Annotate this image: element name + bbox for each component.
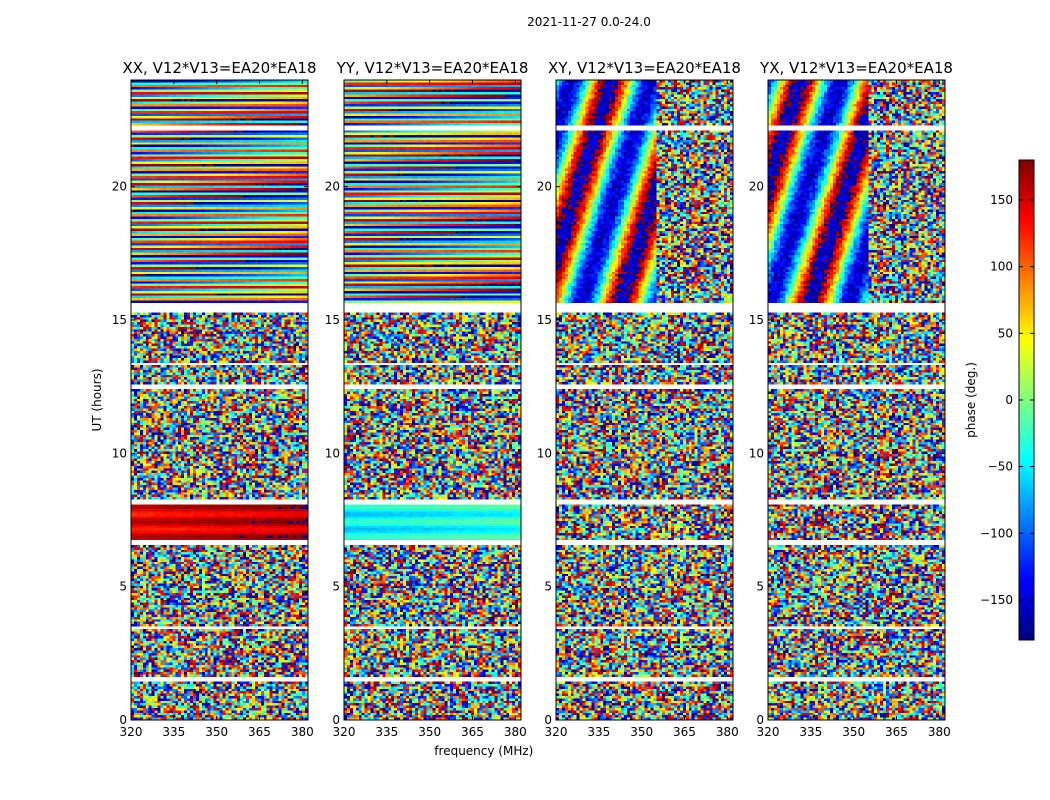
x-axis-label: frequency (MHz) [434, 744, 533, 758]
x-tick-label: 320 [545, 725, 568, 739]
panel-frame [767, 79, 946, 721]
y-tick-label: 5 [332, 580, 340, 594]
heatmap-cells [344, 80, 521, 720]
x-tick-label: 365 [461, 725, 484, 739]
heatmap-cells [556, 80, 733, 720]
panel-frame [130, 79, 309, 721]
heatmap-cells [768, 80, 945, 720]
y-tick-label: 5 [119, 580, 127, 594]
y-tick-label: 0 [544, 713, 552, 727]
colorbar-tick-label: 150 [990, 193, 1013, 207]
panel-title: YY, V12*V13=EA20*EA18 [336, 59, 529, 77]
y-tick-label: 20 [537, 180, 552, 194]
x-tick-label: 365 [673, 725, 696, 739]
y-tick-label: 15 [325, 313, 340, 327]
panel-3: XY, V12*V13=EA20*EA18 320 335 350 365 380 0 5 10… [537, 59, 741, 739]
panel-title: XY, V12*V13=EA20*EA18 [548, 59, 741, 77]
y-axis-label: UT (hours) [90, 368, 104, 431]
y-tick-label: 15 [749, 313, 764, 327]
y-tick-label: 20 [112, 180, 127, 194]
x-tick-label: 335 [799, 725, 822, 739]
x-tick-label: 365 [885, 725, 908, 739]
colorbar-label: phase (deg.) [964, 362, 978, 438]
y-tick-label: 0 [756, 713, 764, 727]
colorbar-tick-label: −50 [988, 460, 1013, 474]
panel-4: YX, V12*V13=EA20*EA18 320 335 350 365 380 0 5 10… [749, 59, 953, 739]
panel-title: XX, V12*V13=EA20*EA18 [122, 59, 316, 77]
x-tick-label: 335 [375, 725, 398, 739]
y-tick-label: 20 [325, 180, 340, 194]
y-tick-label: 10 [112, 446, 127, 460]
y-tick-label: 15 [112, 313, 127, 327]
x-tick-label: 380 [504, 725, 527, 739]
colorbar-tick-label: 100 [990, 260, 1013, 274]
x-tick-label: 350 [842, 725, 865, 739]
x-tick-label: 335 [162, 725, 185, 739]
figure-title: 2021-11-27 0.0-24.0 [527, 15, 651, 29]
panel-frame [343, 79, 522, 721]
colorbar-tick-label: 50 [998, 326, 1013, 340]
colorbar: 150 100 50 0 −50 −100 −150 phase (deg.) [964, 159, 1035, 641]
y-tick-label: 15 [537, 313, 552, 327]
x-tick-label: 320 [757, 725, 780, 739]
x-tick-label: 350 [630, 725, 653, 739]
colorbar-tick-label: −100 [980, 526, 1013, 540]
panels: XX, V12*V13=EA20*EA18 320 335 350 365 380 0 5 10… [90, 59, 953, 758]
y-tick-label: 10 [537, 446, 552, 460]
y-tick-label: 20 [749, 180, 764, 194]
x-tick-label: 365 [248, 725, 271, 739]
y-tick-label: 0 [332, 713, 340, 727]
x-tick-label: 335 [587, 725, 610, 739]
heatmap-cells [131, 80, 308, 720]
x-tick-label: 350 [205, 725, 228, 739]
y-tick-label: 0 [119, 713, 127, 727]
panel-2: YY, V12*V13=EA20*EA18 320 335 350 365 380 0 5 10… [325, 59, 534, 758]
colorbar-tick-label: 0 [1005, 393, 1013, 407]
x-tick-label: 380 [928, 725, 951, 739]
panel-title: YX, V12*V13=EA20*EA18 [759, 59, 953, 77]
x-tick-label: 320 [333, 725, 356, 739]
x-tick-label: 380 [716, 725, 739, 739]
colorbar-tick-label: −150 [980, 593, 1013, 607]
panel-frame [555, 79, 734, 721]
y-tick-label: 5 [544, 580, 552, 594]
y-tick-label: 5 [756, 580, 764, 594]
x-tick-label: 320 [120, 725, 143, 739]
x-tick-label: 380 [291, 725, 314, 739]
x-tick-label: 350 [418, 725, 441, 739]
y-tick-label: 10 [325, 446, 340, 460]
y-tick-label: 10 [749, 446, 764, 460]
panel-1: XX, V12*V13=EA20*EA18 320 335 350 365 380 0 5 10… [90, 59, 317, 739]
